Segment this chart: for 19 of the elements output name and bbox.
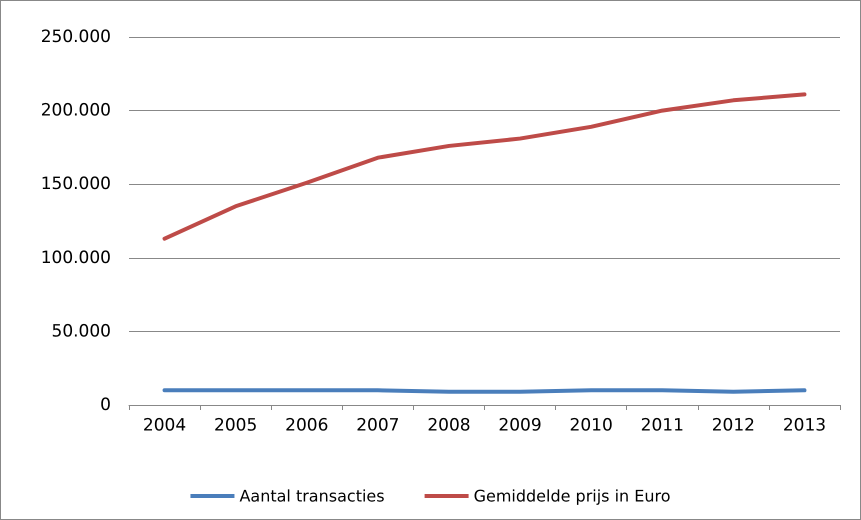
x-tick-label: 2008 xyxy=(427,416,471,436)
x-tick-label: 2012 xyxy=(712,416,755,436)
y-tick-label: 0 xyxy=(100,395,111,415)
y-tick-label: 200.000 xyxy=(40,100,111,121)
x-tick-label: 2010 xyxy=(570,416,613,436)
y-tick-label: 50.000 xyxy=(52,321,111,342)
y-tick-label: 150.000 xyxy=(40,174,111,194)
y-tick-label: 100.000 xyxy=(40,248,111,268)
x-tick-label: 2006 xyxy=(285,416,328,436)
x-tick-label: 2004 xyxy=(142,416,186,436)
line-series xyxy=(162,92,806,241)
legend-label: Gemiddelde prijs in Euro xyxy=(474,486,671,506)
x-tick-label: 2005 xyxy=(214,416,258,436)
x-tick-label: 2011 xyxy=(640,416,684,436)
x-tick-label: 2013 xyxy=(782,416,826,436)
x-tick-label: 2007 xyxy=(356,416,400,436)
x-tick-label: 2009 xyxy=(498,416,542,436)
legend-label: Aantal transacties xyxy=(239,486,385,506)
y-tick-label: 250.000 xyxy=(40,27,111,47)
